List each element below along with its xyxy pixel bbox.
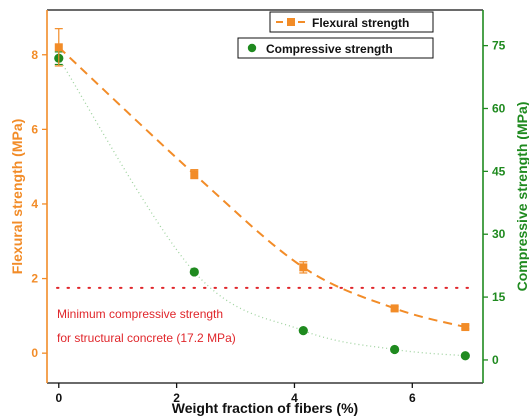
y-left-tick-label: 8 — [31, 48, 38, 62]
y-right-tick-label: 75 — [492, 39, 506, 53]
y-right-tick-label: 15 — [492, 290, 506, 304]
legend-compressive-marker — [247, 43, 257, 53]
x-tick-label: 2 — [173, 391, 180, 405]
legend-box-compressive — [237, 37, 434, 59]
flexural-strength-point — [461, 323, 470, 332]
compressive-strength-point — [390, 344, 400, 355]
y-left-tick-label: 0 — [31, 346, 38, 360]
x-axis-title: Weight fraction of fibers (%) — [172, 400, 358, 416]
legend-box-flexural — [269, 11, 434, 33]
y-left-tick-label: 6 — [31, 122, 38, 136]
flexural-strength-point — [390, 304, 399, 313]
flexural-strength-point — [54, 43, 63, 52]
y-right-tick-label: 60 — [492, 101, 506, 115]
y-right-tick-label: 30 — [492, 227, 506, 241]
compressive-strength-point — [189, 267, 199, 277]
compressive-strength-point — [298, 326, 308, 336]
y-left-tick-label: 2 — [31, 272, 38, 286]
compressive-strength-point — [460, 351, 470, 361]
y-right-tick-label: 0 — [492, 353, 499, 367]
y-right-tick-label: 45 — [492, 164, 506, 178]
flexural-strength-trend-line — [58, 46, 466, 329]
reference-label-line1: Minimum compressive strength — [57, 307, 223, 321]
legend-flexural-marker — [287, 18, 295, 26]
x-tick-label: 6 — [409, 391, 416, 405]
x-tick-label: 4 — [291, 391, 298, 405]
flexural-strength-point — [299, 263, 308, 272]
y-right-axis-title: Compressive strength (MPa) — [514, 102, 529, 292]
flexural-strength-point — [190, 170, 199, 179]
x-tick-label: 0 — [55, 391, 62, 405]
y-left-axis-title: Flexural strength (MPa) — [9, 119, 25, 275]
legend-flexural-label: Flexural strength — [312, 16, 409, 30]
y-left-tick-label: 4 — [31, 197, 38, 211]
reference-label-line2: for structural concrete (17.2 MPa) — [57, 331, 236, 345]
legend-compressive-label: Compressive strength — [266, 42, 393, 56]
compressive-strength-trend-line — [58, 57, 466, 357]
